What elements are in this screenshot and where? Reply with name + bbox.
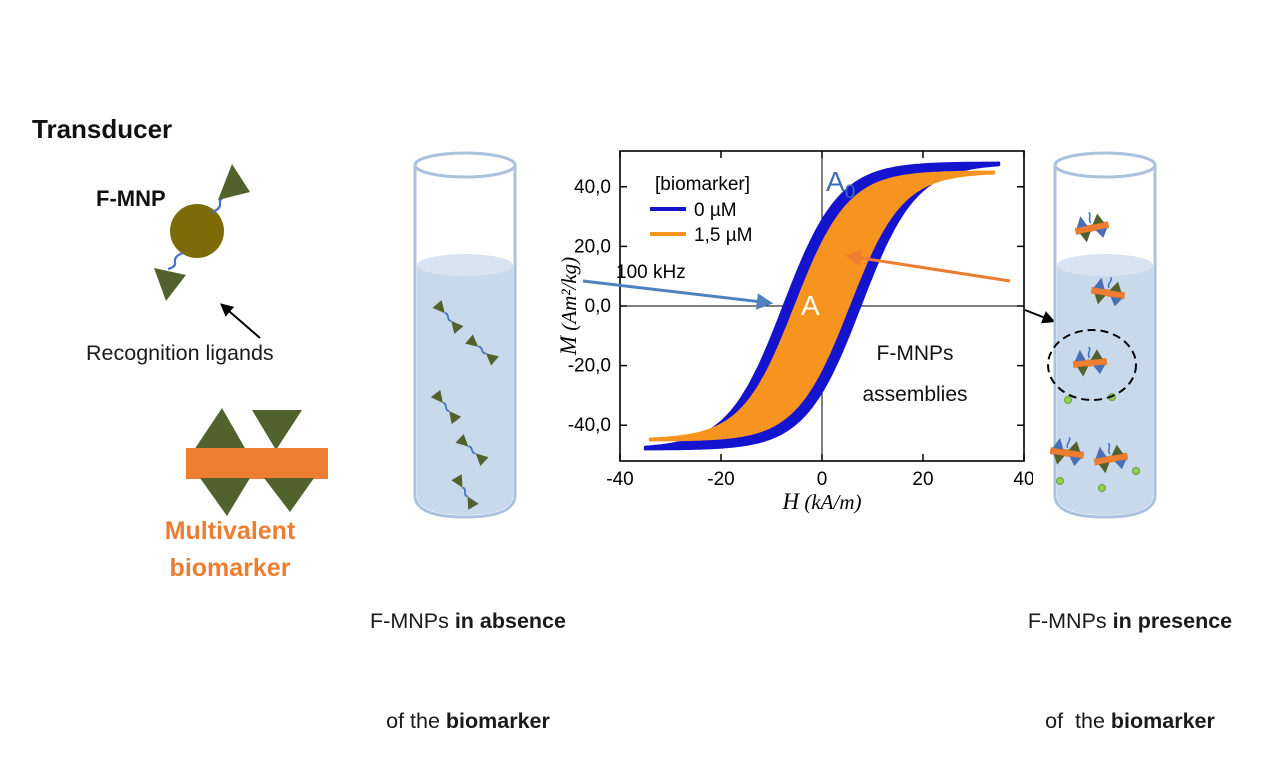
assemblies-highlight-ellipse: [1047, 329, 1137, 401]
assemblies-pointer-arrow: [1024, 309, 1056, 324]
caption-absence-line2: of the biomarker: [348, 705, 588, 738]
caption-text: of the: [386, 708, 446, 733]
legend-title: [biomarker]: [655, 174, 750, 195]
recognition-ligand-icon: [154, 268, 186, 301]
tube-wall: [413, 165, 517, 519]
caption-text-bold: biomarker: [1110, 708, 1215, 733]
ligand-triangle-icon: [264, 478, 314, 512]
y-tick-label: 20,0: [574, 236, 611, 257]
caption-text-bold: biomarker: [445, 708, 550, 733]
ligand-triangle-icon: [194, 408, 246, 450]
x-tick-label: 40: [1013, 469, 1033, 490]
multivalent-biomarker-graphic: [186, 408, 328, 516]
x-tick-label: -20: [707, 469, 734, 490]
x-axis-title: H (kA/m): [781, 489, 861, 514]
axis-ticks: [619, 151, 1025, 461]
hysteresis-chart: -40 -20 0 20 40 40,0 20,0 0,0 -20,0 -40,0 H (kA/m…: [558, 150, 1033, 514]
tick-labels: -40 -20 0 20 40 40,0 20,0 0,0 -20,0 -40,0: [568, 177, 1033, 490]
caption-text-bold: in presence: [1112, 608, 1233, 633]
transducer-title: Transducer: [32, 114, 173, 144]
fmnp-label: F-MNP: [96, 186, 166, 211]
y-tick-label: 40,0: [574, 177, 611, 198]
caption-text: F-MNPs: [1027, 608, 1113, 633]
recognition-ligands-label: Recognition ligands: [86, 341, 274, 365]
recognition-ligands-arrow: [220, 303, 261, 339]
liquid-surface: [1057, 254, 1153, 276]
caption-text-bold: in absence: [454, 608, 566, 633]
hysteresis-loops: [643, 161, 1001, 451]
tube-opening: [413, 151, 517, 179]
y-tick-label: 0,0: [585, 296, 611, 317]
assemblies-label-line2: assemblies: [862, 383, 968, 406]
x-tick-label: -40: [606, 469, 633, 490]
caption-absence: F-MNPs in absence of the biomarker: [348, 538, 588, 771]
orange-pointer-arrow: [844, 249, 1011, 283]
blue-pointer-arrow: [582, 279, 774, 310]
liquid: [1057, 265, 1153, 515]
multivalent-biomarker-label-line1: Multivalent: [164, 517, 296, 545]
ligand-linker-icon: [167, 251, 184, 271]
caption-text: of the: [1045, 708, 1111, 733]
assemblies-label: F-MNPs assemblies: [845, 342, 985, 407]
legend: [biomarker] 0 µM 1,5 µM 100 kHz: [616, 174, 752, 283]
frequency-label: 100 kHz: [616, 262, 686, 283]
x-tick-label: 20: [912, 469, 933, 490]
area-label-A: A: [801, 290, 820, 321]
tube-absence: [413, 151, 517, 519]
y-tick-label: -40,0: [568, 415, 611, 436]
caption-presence: F-MNPs in presence of the biomarker: [1000, 538, 1260, 771]
multivalent-biomarker-label: Multivalent biomarker: [135, 513, 325, 587]
biomarker-bar-icon: [186, 448, 328, 479]
caption-presence-line1: F-MNPs in presence: [1000, 605, 1260, 638]
assemblies-label-line1: F-MNPs: [876, 342, 954, 365]
x-tick-label: 0: [817, 469, 828, 490]
tube-wall: [1053, 165, 1157, 519]
tube-presence: [1047, 151, 1157, 519]
caption-text: F-MNPs: [370, 608, 455, 633]
area-label-A0: A0: [826, 166, 855, 203]
tube-opening: [1053, 151, 1157, 179]
transducer-graphic: [154, 164, 261, 339]
ligand-triangle-icon: [200, 478, 250, 516]
legend-label-1.5uM: 1,5 µM: [694, 225, 752, 246]
y-tick-label: -20,0: [568, 356, 611, 377]
y-axis-title: M (Am²/kg): [558, 257, 581, 356]
caption-presence-line2: of the biomarker: [1000, 705, 1260, 738]
ligand-triangle-icon: [252, 410, 302, 450]
liquid-surface: [417, 254, 513, 276]
loop-1,5 µM: [648, 170, 996, 442]
legend-label-0uM: 0 µM: [694, 200, 737, 221]
multivalent-biomarker-label-line2: biomarker: [169, 554, 291, 582]
caption-absence-line1: F-MNPs in absence: [348, 605, 588, 638]
fmnp-core-icon: [170, 204, 224, 258]
recognition-ligand-icon: [218, 164, 250, 200]
liquid: [417, 265, 513, 515]
